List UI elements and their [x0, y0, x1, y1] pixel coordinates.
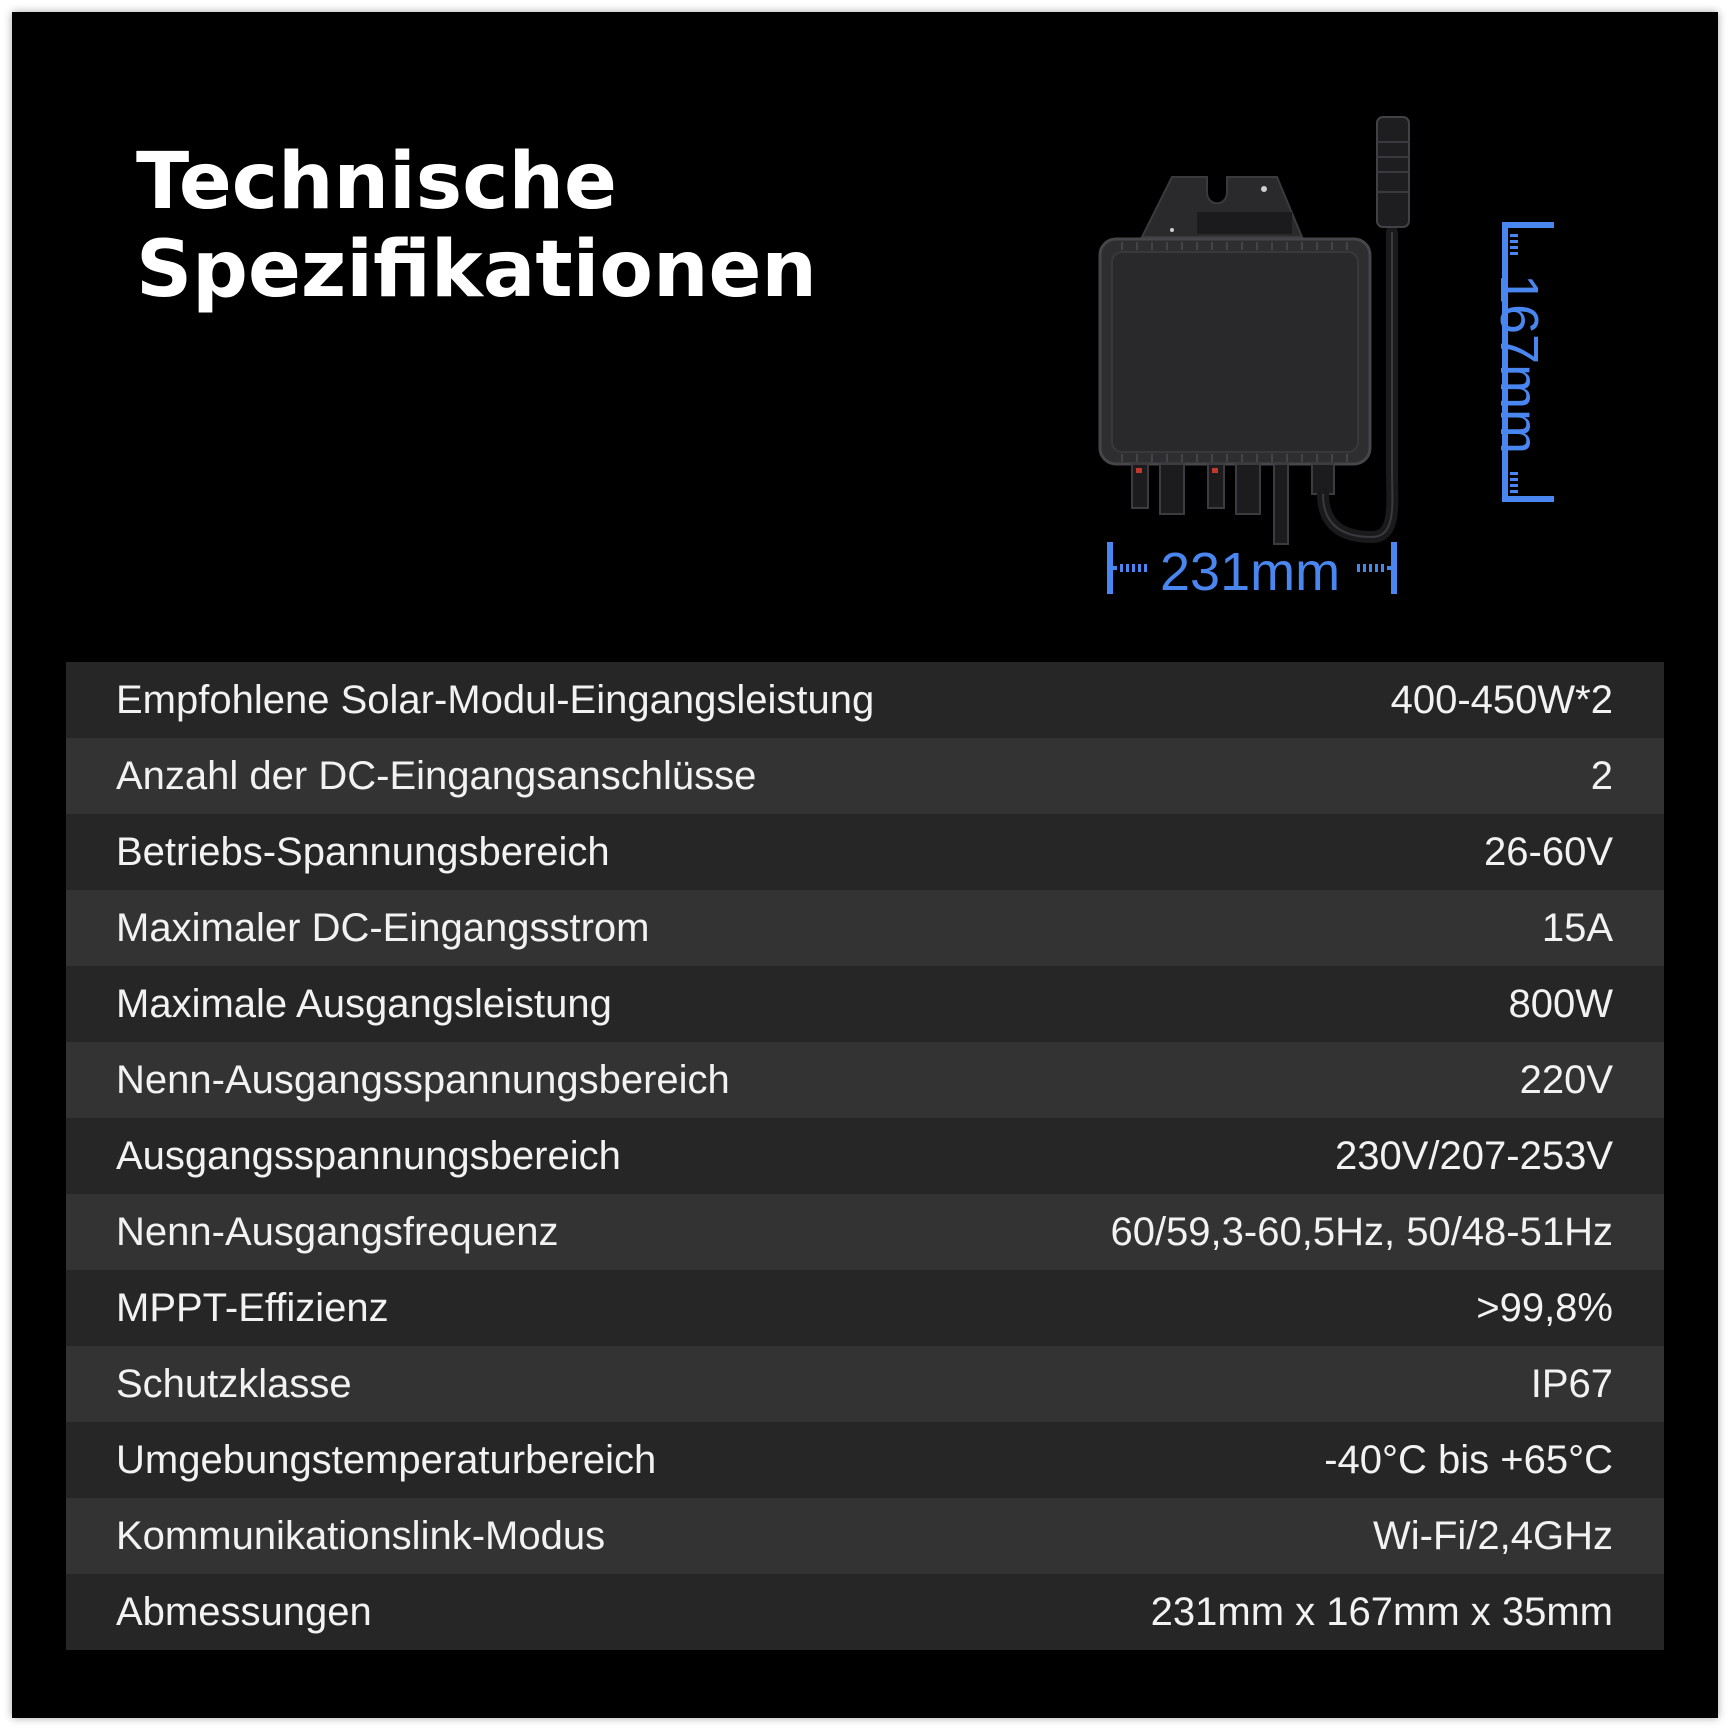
- spec-sheet: Technische Spezifikationen: [12, 12, 1718, 1718]
- spec-value: 231mm x 167mm x 35mm: [1150, 1589, 1613, 1634]
- spec-row: Abmessungen 231mm x 167mm x 35mm: [66, 1574, 1664, 1650]
- title-line-1: Technische: [136, 137, 617, 227]
- spec-label: Abmessungen: [116, 1589, 372, 1634]
- spec-label: Kommunikationslink-Modus: [116, 1513, 606, 1558]
- spec-label: Maximale Ausgangsleistung: [116, 981, 612, 1026]
- spec-row: Maximaler DC-Eingangsstrom 15A: [66, 890, 1664, 966]
- page-title: Technische Spezifikationen: [136, 138, 817, 314]
- spec-value: IP67: [1530, 1361, 1613, 1406]
- spec-value: 230V/207-253V: [1334, 1133, 1613, 1178]
- spec-row: Anzahl der DC-Eingangsanschlüsse 2: [66, 738, 1664, 814]
- spec-value: -40°C bis +65°C: [1324, 1437, 1613, 1482]
- dc-connectors: [1131, 463, 1261, 515]
- spec-label: Maximaler DC-Eingangsstrom: [116, 905, 650, 950]
- spec-value: >99,8%: [1476, 1285, 1613, 1330]
- spec-value: 400-450W*2: [1390, 677, 1613, 722]
- spec-table: Empfohlene Solar-Modul-Eingangsleistung 4…: [66, 662, 1664, 1650]
- height-dimension-marker: [1502, 222, 1554, 502]
- spec-label: Schutzklasse: [116, 1361, 352, 1406]
- width-label: 231mm: [1160, 542, 1341, 602]
- spec-label: Ausgangsspannungsbereich: [116, 1133, 621, 1178]
- spec-row: Betriebs-Spannungsbereich 26-60V: [66, 814, 1664, 890]
- spec-row: Umgebungstemperaturbereich -40°C bis +65°…: [66, 1422, 1664, 1498]
- spec-label: Empfohlene Solar-Modul-Eingangsleistung: [116, 677, 875, 722]
- spec-label: Nenn-Ausgangsfrequenz: [116, 1209, 559, 1254]
- width-dimension-marker: [1107, 542, 1397, 594]
- spec-row: Ausgangsspannungsbereich 230V/207-253V: [66, 1118, 1664, 1194]
- spec-value: 2: [1590, 753, 1613, 798]
- spec-row: Nenn-Ausgangsspannungsbereich 220V: [66, 1042, 1664, 1118]
- spec-row: Nenn-Ausgangsfrequenz 60/59,3-60,5Hz, 50/…: [66, 1194, 1664, 1270]
- spec-label: Umgebungstemperaturbereich: [116, 1437, 657, 1482]
- spec-label: Betriebs-Spannungsbereich: [116, 829, 610, 874]
- microinverter-image: [1098, 116, 1410, 545]
- spec-row: MPPT-Effizienz >99,8%: [66, 1270, 1664, 1346]
- height-label: 167mm: [1489, 273, 1549, 455]
- spec-row: Empfohlene Solar-Modul-Eingangsleistung 4…: [66, 662, 1664, 738]
- spec-row: Schutzklasse IP67: [66, 1346, 1664, 1422]
- spec-label: Anzahl der DC-Eingangsanschlüsse: [116, 753, 757, 798]
- spec-label: Nenn-Ausgangsspannungsbereich: [116, 1057, 730, 1102]
- title-line-2: Spezifikationen: [136, 225, 817, 315]
- spec-value: 15A: [1541, 905, 1613, 950]
- spec-value: 220V: [1519, 1057, 1613, 1102]
- spec-value: 26-60V: [1484, 829, 1613, 874]
- spec-label: MPPT-Effizienz: [116, 1285, 389, 1330]
- spec-row: Maximale Ausgangsleistung 800W: [66, 966, 1664, 1042]
- spec-row: Kommunikationslink-Modus Wi-Fi/2,4GHz: [66, 1498, 1664, 1574]
- spec-value: Wi-Fi/2,4GHz: [1373, 1513, 1613, 1558]
- spec-value: 60/59,3-60,5Hz, 50/48-51Hz: [1110, 1209, 1613, 1254]
- spec-value: 800W: [1508, 981, 1614, 1026]
